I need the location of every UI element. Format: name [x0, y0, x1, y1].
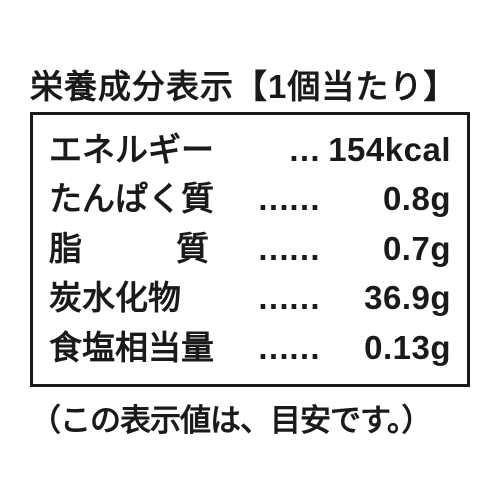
table-row: 食塩相当量 …… 0.13g [49, 323, 451, 373]
row-value: 154kcal [321, 125, 451, 175]
row-label: 食塩相当量 [49, 323, 209, 373]
panel-header: 栄養成分表示【1個当たり】 [30, 60, 470, 108]
table-row: 脂 質 …… 0.7g [49, 224, 451, 274]
row-label: たんぱく質 [49, 174, 214, 224]
label-char: 脂 [49, 224, 82, 274]
nutrition-box: エネルギー … 154kcal たんぱく質 …… 0.8g 脂 質 …… 0.7… [30, 112, 470, 388]
nutrition-panel: 栄養成分表示【1個当たり】 エネルギー … 154kcal たんぱく質 …… 0… [30, 60, 470, 441]
table-row: エネルギー … 154kcal [49, 125, 451, 175]
row-label: 脂 質 [49, 224, 209, 274]
table-row: 炭水化物 …… 36.9g [49, 273, 451, 323]
leader-dots: …… [209, 224, 321, 274]
row-label: 炭水化物 [49, 273, 209, 323]
leader-dots: …… [209, 273, 321, 323]
row-value: 0.13g [321, 323, 451, 373]
row-value: 36.9g [321, 273, 451, 323]
leader-dots: …… [214, 174, 321, 224]
row-value: 0.8g [321, 174, 451, 224]
row-value: 0.7g [321, 224, 451, 274]
leader-dots: …… [209, 323, 321, 373]
panel-footer: （この表示値は、目安です。） [30, 395, 470, 440]
label-char: 質 [176, 224, 209, 274]
leader-dots: … [214, 125, 321, 175]
table-row: たんぱく質 …… 0.8g [49, 174, 451, 224]
row-label: エネルギー [49, 125, 214, 175]
